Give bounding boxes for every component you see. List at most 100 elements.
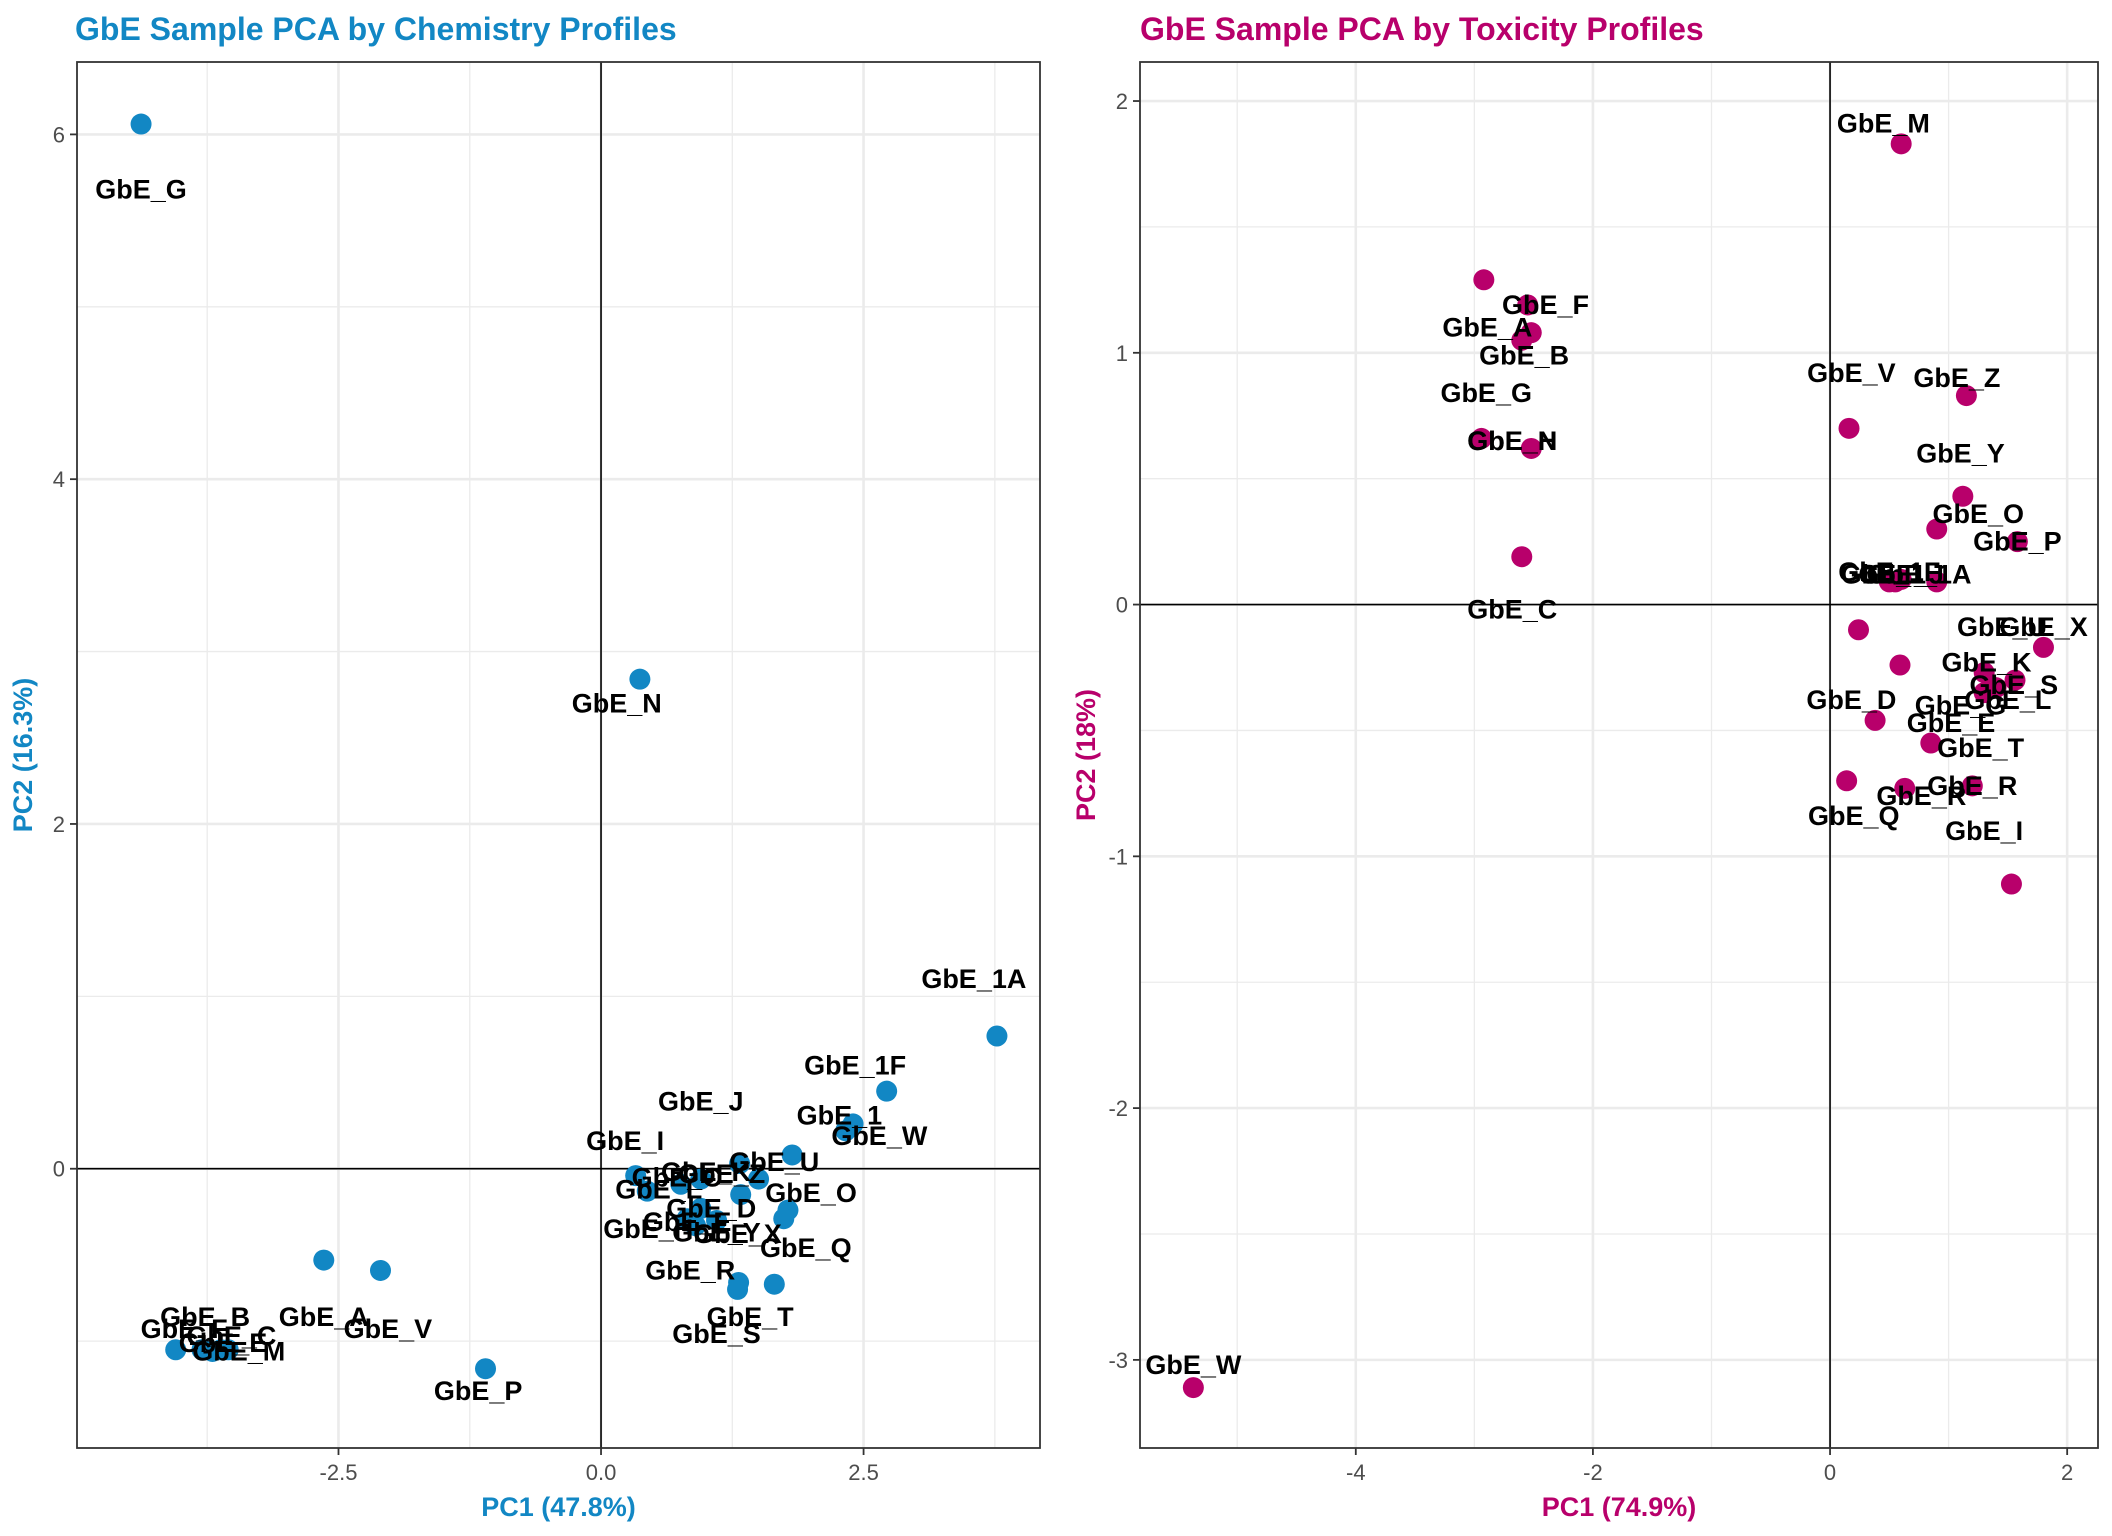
data-point xyxy=(1470,427,1492,449)
data-point xyxy=(1864,709,1886,731)
data-point xyxy=(1889,654,1911,676)
point-label: GbE_C xyxy=(186,1321,276,1351)
point-label: GbE_P xyxy=(1973,527,2062,557)
data-point xyxy=(685,1215,707,1237)
data-point xyxy=(1973,682,1995,704)
y-tick-label: -1 xyxy=(1108,844,1128,869)
data-point xyxy=(1973,662,1995,684)
data-point xyxy=(625,1165,647,1187)
point-label: GbE_T xyxy=(707,1302,795,1332)
panel-1: -2.5 0.0 2.5 0 2 4 6 GbE Sample PCA by Chemistr… xyxy=(8,11,1041,1522)
point-label: GbE_K xyxy=(661,1157,752,1187)
point-label: GbE_G xyxy=(1440,378,1532,408)
data-point xyxy=(475,1358,497,1380)
data-point xyxy=(636,1180,658,1202)
point-label: GbE_G xyxy=(1915,690,2007,720)
point-label: GbE_H xyxy=(1467,426,1557,456)
point-label: GbE_L xyxy=(1964,685,2051,715)
point-label: GbE_1F xyxy=(1838,557,1940,587)
point-label: GbE_X xyxy=(693,1219,782,1249)
data-point xyxy=(313,1249,335,1271)
x-tick-label: -2 xyxy=(1583,1460,1603,1485)
y-tick-label: 1 xyxy=(1116,341,1128,366)
point-label: GbE_K xyxy=(1942,647,2033,677)
point-label: GbE_O xyxy=(765,1178,857,1208)
panel-border xyxy=(1139,61,2099,1449)
point-label: GbE_1A xyxy=(1866,559,1971,589)
point-label: GbE_U xyxy=(729,1147,819,1177)
point-label: GbE_N xyxy=(1467,426,1557,456)
data-point xyxy=(1920,732,1942,754)
y-axis-title: PC2 (18%) xyxy=(1071,689,1101,821)
data-point xyxy=(876,1080,898,1102)
point-label: GbE_I xyxy=(586,1126,664,1156)
point-label: GbE_H xyxy=(603,1214,693,1244)
point-label: GbE_1 xyxy=(1841,559,1927,589)
chart-title: GbE Sample PCA by Toxicity Profiles xyxy=(1140,11,1704,47)
y-tick-label: 0 xyxy=(53,1157,65,1182)
data-point xyxy=(835,1120,857,1142)
data-point xyxy=(763,1273,785,1295)
panel-border xyxy=(76,61,1041,1449)
point-label: GbE_C xyxy=(632,1162,722,1192)
point-label: GbE_Q xyxy=(1808,801,1900,831)
point-label: GbE_Z xyxy=(678,1159,765,1189)
point-label: GbE_1 xyxy=(797,1100,883,1130)
data-point xyxy=(730,1184,752,1206)
data-point xyxy=(690,1197,712,1219)
data-point xyxy=(670,1173,692,1195)
data-point xyxy=(706,1209,728,1231)
data-point xyxy=(1511,329,1533,351)
panel-2: -4 -2 0 2 -3 -2 -1 0 1 2 GbE Sample PCA by Toxicit… xyxy=(1071,11,2099,1522)
x-tick-label: 2 xyxy=(2061,1460,2073,1485)
y-tick-label: 2 xyxy=(53,812,65,837)
point-label: GbE_C xyxy=(1467,595,1557,625)
point-label: GbE_Q xyxy=(760,1233,852,1263)
data-point xyxy=(369,1259,391,1281)
data-point xyxy=(1890,133,1912,155)
point-label: GbE_R xyxy=(1927,771,2017,801)
point-label: GbE_D xyxy=(666,1193,756,1223)
point-label: GbE_1A xyxy=(921,964,1026,994)
point-label: GbE_J xyxy=(658,1087,744,1117)
point-label: GbE_W xyxy=(831,1121,928,1151)
data-point xyxy=(1926,518,1948,540)
data-point xyxy=(727,1278,749,1300)
data-point xyxy=(1961,775,1983,797)
y-tick-label: -2 xyxy=(1108,1096,1128,1121)
y-tick-label: 2 xyxy=(1116,89,1128,114)
point-label: GbE_M xyxy=(192,1336,285,1366)
point-label: GbE_D xyxy=(1806,685,1896,715)
data-point xyxy=(1182,1377,1204,1399)
data-point xyxy=(1511,546,1533,568)
point-label: GbE_J xyxy=(1858,559,1944,589)
point-label: GbE_A xyxy=(279,1302,369,1332)
x-tick-label: -2.5 xyxy=(320,1460,358,1485)
data-point xyxy=(2006,531,2028,553)
data-point xyxy=(729,1153,751,1175)
point-label: GbE_M xyxy=(1837,109,1930,139)
data-point xyxy=(130,113,152,135)
data-point xyxy=(1926,571,1948,593)
point-label: GbE_R xyxy=(1876,781,1966,811)
data-point xyxy=(1848,619,1869,641)
point-label: GbE_B xyxy=(160,1302,250,1332)
x-axis-title: PC1 (47.8%) xyxy=(481,1492,636,1522)
data-point xyxy=(1884,571,1906,593)
y-tick-label: 6 xyxy=(53,122,65,147)
point-label: GbE_G xyxy=(95,175,187,205)
point-label: GbE_E xyxy=(1907,708,1996,738)
data-point xyxy=(1473,269,1495,291)
data-point xyxy=(1520,437,1542,459)
point-label: GbE_O xyxy=(1932,499,2024,529)
data-point xyxy=(690,1168,712,1190)
point-label: GbE_A xyxy=(1442,313,1532,343)
point-label: GbE_U xyxy=(1957,612,2047,642)
point-label: GbE_W xyxy=(1145,1350,1242,1380)
y-tick-label: -3 xyxy=(1108,1348,1128,1373)
data-point xyxy=(1952,485,1974,507)
data-point xyxy=(2000,873,2022,895)
data-point xyxy=(1517,294,1539,316)
point-label: GbE_N xyxy=(572,688,662,718)
point-label: GbE_1F xyxy=(804,1050,906,1080)
